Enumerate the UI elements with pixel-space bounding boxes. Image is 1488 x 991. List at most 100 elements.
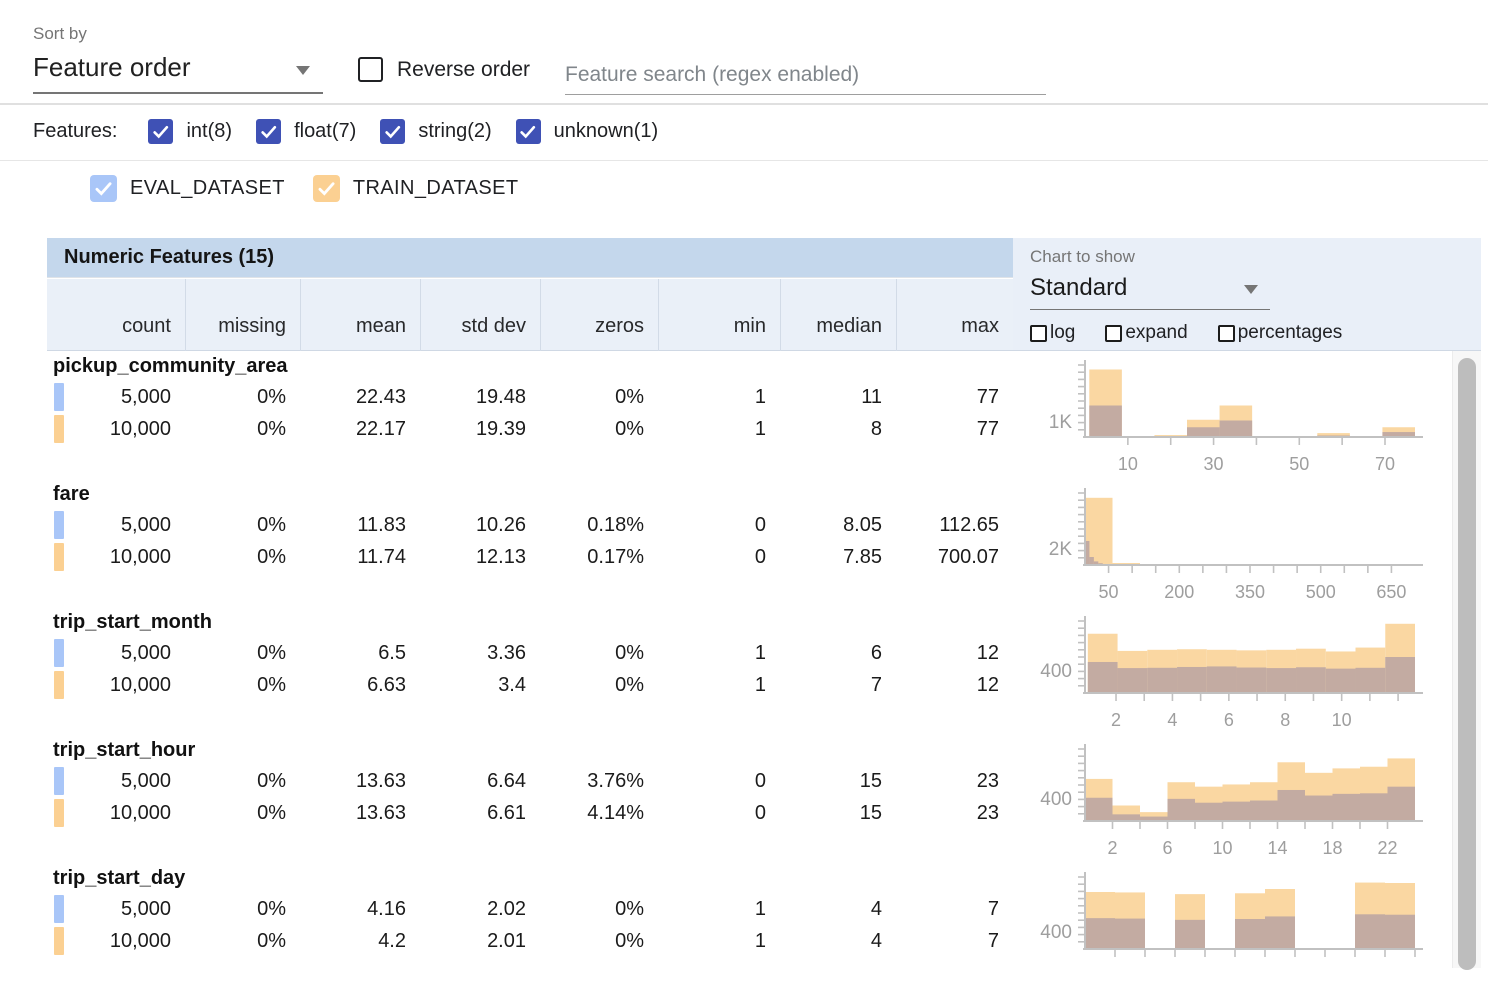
stat-cell: 4 xyxy=(870,930,882,952)
feature-name-trip_start_hour: trip_start_hour xyxy=(53,739,196,761)
column-header-row: count missing mean std dev zeros min median max xyxy=(47,279,1013,351)
column-separator xyxy=(540,279,541,351)
filter-checkbox[interactable] xyxy=(515,119,541,144)
histogram-pickup_community_area: 10 30 50 70 1K xyxy=(1049,360,1423,474)
svg-text:400: 400 xyxy=(1040,922,1072,943)
reverse-order-label: Reverse order xyxy=(397,58,531,81)
stat-cell: 7.85 xyxy=(843,546,882,568)
stat-cell: 10,000 xyxy=(109,802,171,824)
dataset-swatch xyxy=(54,415,64,443)
svg-text:500: 500 xyxy=(1306,582,1336,602)
stat-cell: 0% xyxy=(257,930,286,952)
stat-cell: 19.39 xyxy=(475,418,526,440)
stat-cell: 0% xyxy=(257,546,286,568)
dataset-label: EVAL_DATASET xyxy=(130,177,285,199)
stat-cell: 0% xyxy=(257,674,286,696)
column-separator xyxy=(896,279,897,351)
chart-option-label: log xyxy=(1050,322,1076,343)
svg-text:18: 18 xyxy=(1322,838,1342,858)
stat-cell: 10,000 xyxy=(109,418,171,440)
stat-cell: 0 xyxy=(754,546,766,568)
stat-cell: 10.26 xyxy=(475,514,526,536)
stat-cell: 4 xyxy=(870,898,882,920)
dataset-swatch xyxy=(54,543,64,571)
chart-option-label: expand xyxy=(1125,322,1188,343)
svg-text:2: 2 xyxy=(1107,838,1117,858)
stat-cell: 10,000 xyxy=(109,930,171,952)
column-separator xyxy=(780,279,781,351)
svg-text:50: 50 xyxy=(1099,582,1119,602)
svg-text:1K: 1K xyxy=(1049,412,1073,433)
stat-cell: 5,000 xyxy=(120,514,171,536)
stat-cell: 12.13 xyxy=(475,546,526,568)
divider xyxy=(0,103,1488,105)
feature-name-trip_start_day: trip_start_day xyxy=(53,867,186,889)
stat-cell: 23 xyxy=(976,770,999,792)
sort-by-label: Sort by xyxy=(33,24,87,43)
stat-cell: 0% xyxy=(257,802,286,824)
column-separator xyxy=(658,279,659,351)
stat-cell: 77 xyxy=(976,418,999,440)
stat-cell: 1 xyxy=(754,386,766,408)
column-separator xyxy=(185,279,186,351)
chart-option-checkbox[interactable] xyxy=(1030,324,1047,342)
stat-cell: 1 xyxy=(754,642,766,664)
stat-cell: 1 xyxy=(754,898,766,920)
svg-text:650: 650 xyxy=(1376,582,1406,602)
chart-option-checkbox[interactable] xyxy=(1217,324,1235,342)
stat-cell: 7 xyxy=(987,930,999,952)
stat-cell: 4.16 xyxy=(367,898,406,920)
stat-cell: 0 xyxy=(754,514,766,536)
svg-text:50: 50 xyxy=(1289,454,1309,474)
svg-text:400: 400 xyxy=(1040,789,1072,810)
filter-type-label: int(8) xyxy=(186,120,233,142)
column-header-zeros: zeros xyxy=(595,315,644,337)
filter-checkbox[interactable] xyxy=(148,119,174,144)
filter-type-label: float(7) xyxy=(294,120,357,142)
stat-cell: 6.63 xyxy=(367,674,406,696)
feature-search-input[interactable] xyxy=(565,55,1046,95)
filter-type-unknown1: unknown(1) xyxy=(515,119,659,144)
stat-cell: 12 xyxy=(976,642,999,664)
feature-name-trip_start_month: trip_start_month xyxy=(53,611,212,633)
features-filter-label: Features: xyxy=(33,120,118,142)
stat-cell: 22.17 xyxy=(355,418,406,440)
stat-cell: 13.63 xyxy=(355,770,406,792)
chart-option-checkbox[interactable] xyxy=(1105,324,1123,342)
svg-text:30: 30 xyxy=(1204,454,1224,474)
scrollbar-thumb[interactable] xyxy=(1458,358,1476,970)
filter-checkbox[interactable] xyxy=(256,119,282,144)
stat-cell: 0.17% xyxy=(587,546,644,568)
dataset-swatch xyxy=(54,383,64,411)
stat-cell: 0% xyxy=(257,770,286,792)
stat-cell: 7 xyxy=(987,898,999,920)
column-header-min: min xyxy=(733,315,766,337)
svg-text:4: 4 xyxy=(1167,710,1177,730)
column-header-missing: missing xyxy=(218,315,286,337)
reverse-order-checkbox[interactable] xyxy=(358,57,383,82)
svg-text:400: 400 xyxy=(1040,661,1072,682)
stat-cell: 15 xyxy=(859,770,882,792)
stat-cell: 700.07 xyxy=(937,546,999,568)
filter-checkbox[interactable] xyxy=(380,119,406,144)
dataset-checkbox[interactable] xyxy=(312,175,340,202)
chart-type-select[interactable]: Standard xyxy=(1030,270,1270,310)
column-separator xyxy=(420,279,421,351)
feature-name-fare: fare xyxy=(53,483,90,505)
stat-cell: 6.61 xyxy=(487,802,526,824)
column-header-std-dev: std dev xyxy=(461,315,526,337)
sort-by-select[interactable]: Feature order xyxy=(33,44,323,94)
dataset-swatch xyxy=(54,799,64,827)
stat-cell: 0% xyxy=(257,386,286,408)
filter-type-label: unknown(1) xyxy=(553,120,659,142)
chart-type-value: Standard xyxy=(1030,274,1128,301)
stat-cell: 0 xyxy=(754,770,766,792)
dataset-checkbox[interactable] xyxy=(90,175,117,202)
numeric-features-header: Numeric Features (15) xyxy=(47,238,1013,278)
stat-cell: 19.48 xyxy=(475,386,526,408)
svg-text:6: 6 xyxy=(1224,710,1234,730)
stat-cell: 0% xyxy=(615,642,644,664)
stat-cell: 3.4 xyxy=(498,674,526,696)
legend-item-train_dataset: TRAIN_DATASET xyxy=(312,175,519,202)
dataset-swatch xyxy=(54,895,64,923)
